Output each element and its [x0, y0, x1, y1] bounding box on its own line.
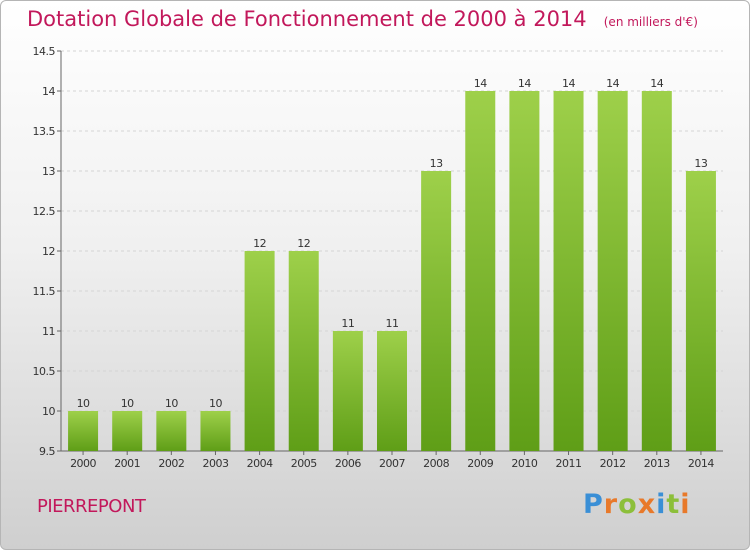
y-tick-label: 13.5 [33, 125, 56, 138]
x-tick-label: 2013 [644, 457, 670, 470]
x-tick-label: 2014 [688, 457, 714, 470]
bar [200, 411, 231, 451]
data-label: 13 [430, 157, 443, 170]
bar [68, 411, 99, 451]
data-label: 14 [650, 77, 663, 90]
data-label: 11 [341, 317, 354, 330]
logo-letter: t [666, 489, 681, 520]
bar [597, 91, 628, 451]
x-tick-label: 2011 [556, 457, 582, 470]
logo-letter: P [583, 489, 604, 520]
proxiti-logo: Proxiti [583, 489, 691, 520]
x-tick-label: 2010 [511, 457, 537, 470]
data-label: 14 [518, 77, 531, 90]
y-tick-label: 9.5 [39, 445, 55, 458]
y-tick-label: 11 [42, 325, 55, 338]
data-label: 10 [121, 397, 134, 410]
data-label: 10 [77, 397, 90, 410]
chart-subtitle: (en milliers d'€) [603, 15, 698, 29]
x-tick-label: 2009 [467, 457, 493, 470]
bar [685, 171, 716, 451]
x-tick-label: 2007 [379, 457, 405, 470]
data-label: 14 [562, 77, 575, 90]
bar [465, 91, 496, 451]
y-tick-label: 13 [42, 165, 55, 178]
y-tick-label: 10.5 [33, 365, 56, 378]
y-tick-label: 12 [42, 245, 55, 258]
chart-title-block: Dotation Globale de Fonctionnement de 20… [27, 7, 698, 31]
x-tick-label: 2002 [158, 457, 184, 470]
x-tick-label: 2000 [70, 457, 96, 470]
data-label: 12 [297, 237, 310, 250]
logo-letter: r [603, 489, 619, 520]
x-tick-label: 2012 [600, 457, 626, 470]
data-label: 10 [165, 397, 178, 410]
commune-name: PIERREPONT [37, 496, 146, 517]
y-tick-label: 10 [42, 405, 55, 418]
x-tick-label: 2003 [202, 457, 228, 470]
bar [288, 251, 319, 451]
x-tick-label: 2008 [423, 457, 449, 470]
x-tick-label: 2004 [247, 457, 273, 470]
x-tick-label: 2005 [291, 457, 317, 470]
x-tick-label: 2001 [114, 457, 140, 470]
bar [244, 251, 275, 451]
bar [377, 331, 407, 451]
logo-letter: i [656, 489, 667, 520]
chart-title: Dotation Globale de Fonctionnement de 20… [27, 7, 587, 31]
y-tick-label: 14.5 [33, 45, 56, 58]
data-label: 11 [386, 317, 399, 330]
data-label: 14 [606, 77, 619, 90]
logo-letter: o [618, 489, 638, 520]
bar [112, 411, 143, 451]
bar [332, 331, 363, 451]
bar [641, 91, 672, 451]
data-label: 12 [253, 237, 266, 250]
bar [509, 91, 540, 451]
data-label: 14 [474, 77, 487, 90]
y-tick-label: 14 [42, 85, 55, 98]
bar [553, 91, 584, 451]
bar [156, 411, 187, 451]
logo-letter: i [680, 489, 691, 520]
logo-letter: x [637, 489, 657, 520]
y-tick-label: 11.5 [33, 285, 56, 298]
y-tick-label: 12.5 [33, 205, 56, 218]
x-tick-label: 2006 [335, 457, 361, 470]
bar [421, 171, 452, 451]
data-label: 13 [694, 157, 707, 170]
data-label: 10 [209, 397, 222, 410]
